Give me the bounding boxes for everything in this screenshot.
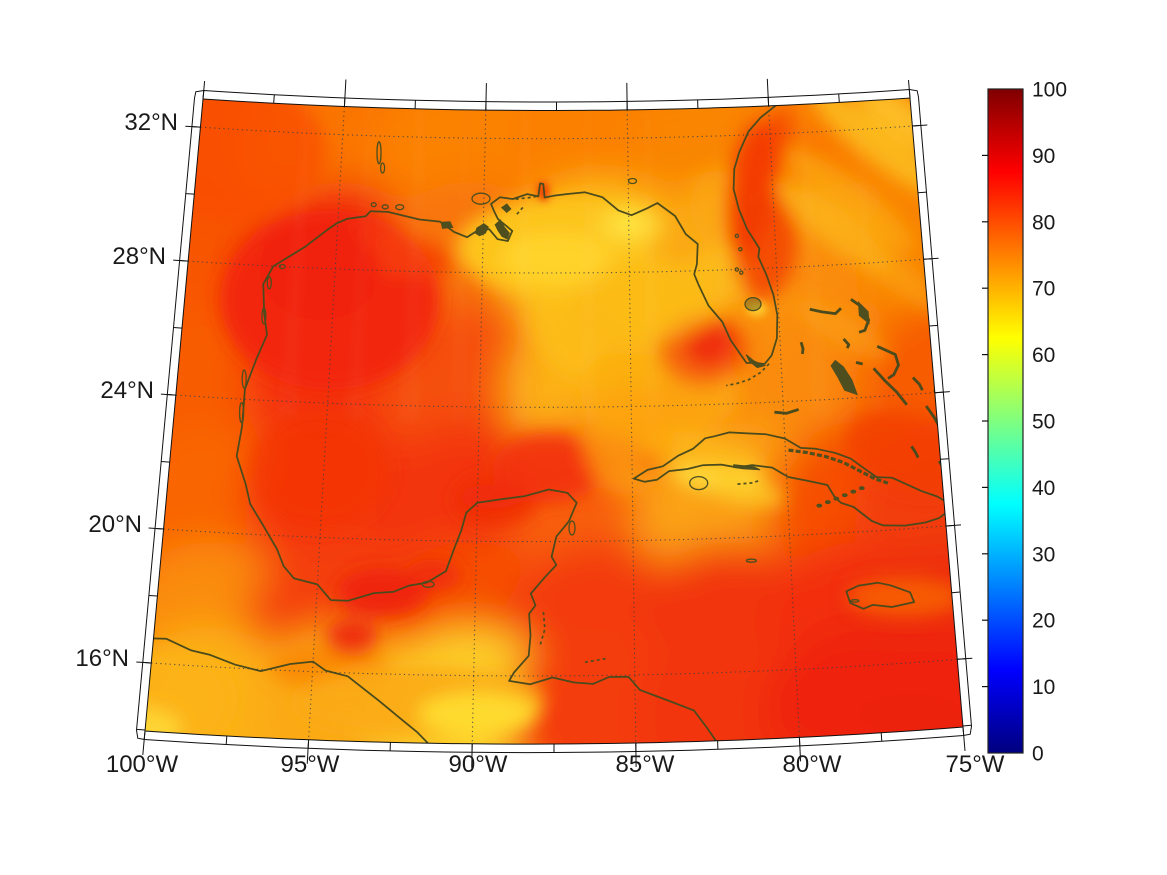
svg-text:80: 80 (1032, 211, 1055, 234)
svg-text:80°W: 80°W (783, 751, 842, 778)
svg-text:90°W: 90°W (449, 751, 508, 778)
svg-text:100: 100 (1032, 79, 1067, 102)
svg-text:30: 30 (1032, 543, 1055, 566)
svg-text:28°N: 28°N (112, 243, 166, 270)
svg-text:85°W: 85°W (616, 751, 675, 778)
svg-text:50: 50 (1032, 411, 1055, 434)
svg-text:75°W: 75°W (946, 751, 1005, 778)
svg-text:40: 40 (1032, 477, 1055, 500)
svg-text:10: 10 (1032, 676, 1055, 699)
svg-text:100°W: 100°W (106, 751, 179, 778)
svg-text:20: 20 (1032, 610, 1055, 633)
svg-text:90: 90 (1032, 145, 1055, 168)
svg-text:24°N: 24°N (100, 377, 154, 404)
svg-text:16°N: 16°N (75, 645, 129, 672)
svg-text:0: 0 (1032, 743, 1044, 766)
svg-text:60: 60 (1032, 344, 1055, 367)
svg-text:95°W: 95°W (281, 751, 340, 778)
svg-text:70: 70 (1032, 278, 1055, 301)
svg-text:20°N: 20°N (88, 511, 142, 538)
svg-text:32°N: 32°N (124, 109, 178, 136)
